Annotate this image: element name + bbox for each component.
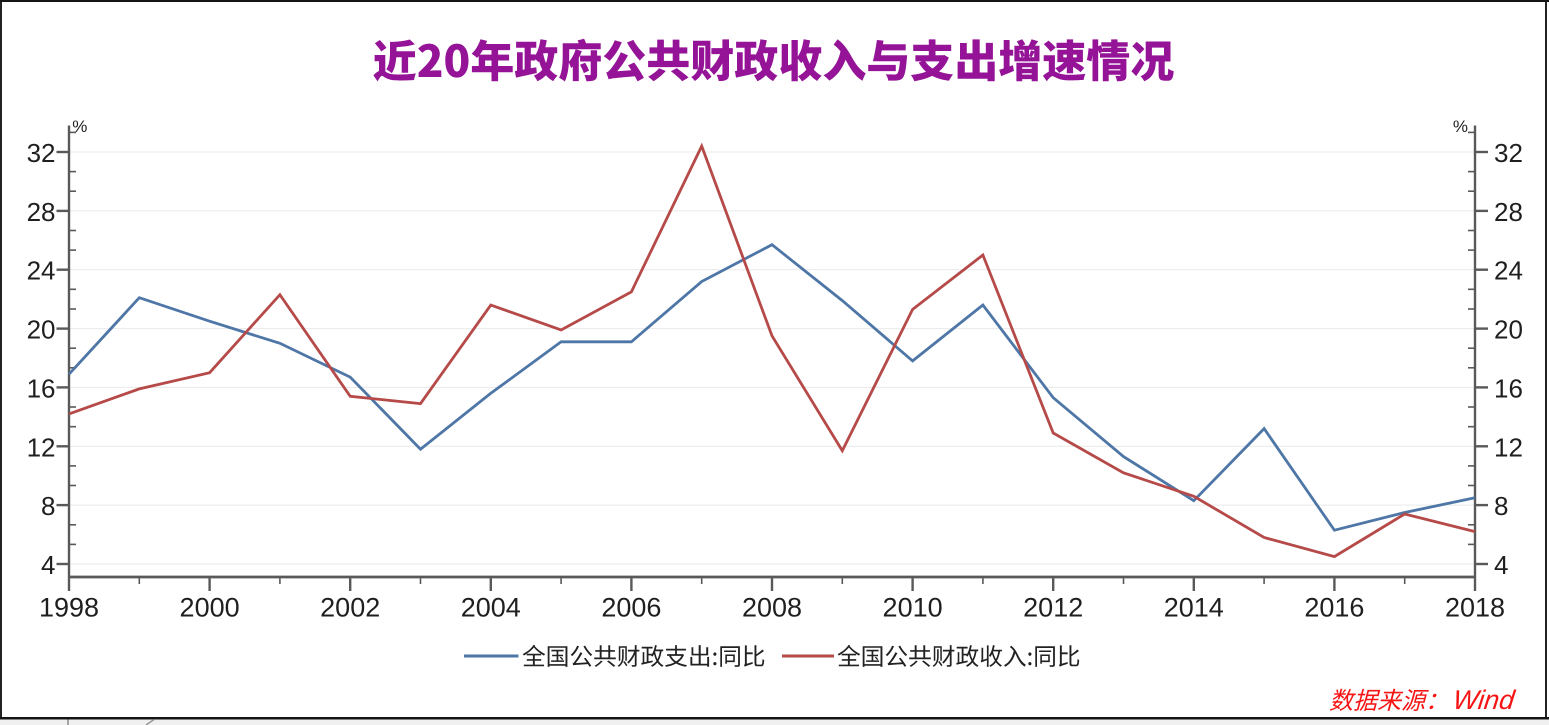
svg-text:2012: 2012 (1023, 593, 1083, 623)
svg-text:28: 28 (1494, 197, 1523, 227)
svg-text:16: 16 (1494, 373, 1523, 403)
svg-text:2018: 2018 (1445, 593, 1505, 623)
svg-text:8: 8 (1494, 491, 1508, 521)
svg-text:2014: 2014 (1164, 593, 1224, 623)
svg-text:2010: 2010 (883, 593, 943, 623)
svg-text:4: 4 (41, 550, 55, 580)
svg-text:%: % (72, 117, 87, 136)
svg-text:24: 24 (1494, 256, 1523, 286)
svg-text:32: 32 (1494, 138, 1523, 168)
svg-text:2008: 2008 (742, 593, 802, 623)
svg-text:8: 8 (41, 491, 55, 521)
svg-text:20: 20 (1494, 315, 1523, 345)
svg-text:28: 28 (27, 197, 56, 227)
svg-text:2002: 2002 (320, 593, 380, 623)
svg-text:20: 20 (27, 315, 56, 345)
svg-text:16: 16 (27, 373, 56, 403)
svg-text:1998: 1998 (39, 593, 99, 623)
svg-text:4: 4 (1494, 550, 1508, 580)
svg-text:32: 32 (27, 138, 56, 168)
svg-text:12: 12 (1494, 432, 1523, 462)
svg-text:%: % (1453, 117, 1468, 136)
svg-text:2006: 2006 (601, 593, 661, 623)
svg-text:2000: 2000 (180, 593, 240, 623)
svg-text:Wind: Wind (1451, 684, 1517, 715)
svg-text:2016: 2016 (1304, 593, 1364, 623)
svg-text:2004: 2004 (461, 593, 521, 623)
svg-text:24: 24 (27, 256, 56, 286)
svg-text:12: 12 (27, 432, 56, 462)
